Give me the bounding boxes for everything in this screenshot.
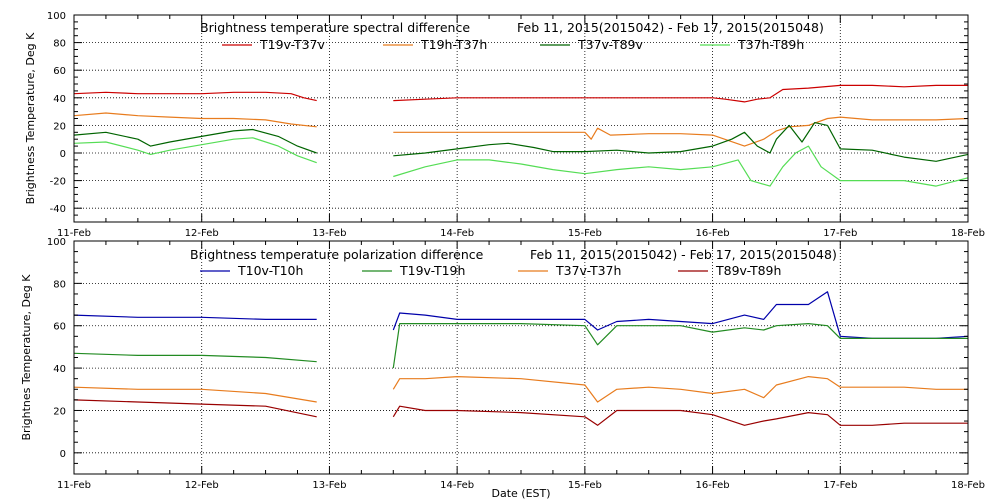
panel2-ytick-label: 100 <box>47 237 66 248</box>
panel1-ytick-label: 80 <box>53 39 66 50</box>
panel2-ylabel: Brightnes Temperature, Deg K <box>20 274 33 441</box>
panel1-series-2-line <box>73 112 317 128</box>
panel1-series-4-line <box>393 145 969 187</box>
panel2-axes-frame <box>73 240 969 475</box>
panel1-subtitle: Feb 11, 2015(2015042) - Feb 17, 2015(201… <box>517 20 824 35</box>
panel1-series-3-line <box>73 128 317 154</box>
panel2-series-2-line <box>73 352 317 363</box>
panel1-ytick-label: 40 <box>53 94 66 105</box>
panel1-legend-label-4: T37h-T89h <box>737 37 804 52</box>
panel1-xtick-label: 18-Feb <box>951 228 985 239</box>
panel1-series-4-line <box>73 137 317 164</box>
panel2-xtick-label: 14-Feb <box>440 480 474 491</box>
panel2-ytick-label: 60 <box>53 322 66 333</box>
panel2-xtick-label: 12-Feb <box>185 480 219 491</box>
panel2-xtick-label: 17-Feb <box>823 480 857 491</box>
panel1-xtick-label: 17-Feb <box>823 228 857 239</box>
panel1-ytick-label: 20 <box>53 121 66 132</box>
panel2-series-2-line <box>392 323 968 369</box>
panel1-legend-label-1: T19v-T37v <box>259 37 326 52</box>
panel2-xtick-label: 16-Feb <box>696 480 730 491</box>
panel2-ytick-label: 20 <box>53 406 66 417</box>
panel1-series-1-line <box>393 84 968 103</box>
panel2-ytick-label: 80 <box>53 279 66 290</box>
panel2-title: Brightness temperature polarization diff… <box>190 247 484 262</box>
panel2-xtick-label: 15-Feb <box>568 480 602 491</box>
panel1-xtick-label: 13-Feb <box>312 228 346 239</box>
panel2-series-4-line <box>73 399 317 418</box>
panel1-ytick-label: -20 <box>50 177 66 188</box>
panel2-subtitle: Feb 11, 2015(2015042) - Feb 17, 2015(201… <box>530 247 837 262</box>
panel2-series-1-line <box>392 291 969 339</box>
panel1-ytick-label: -40 <box>50 204 66 215</box>
panel2-series-3-line <box>73 386 317 403</box>
panel1-xtick-label: 14-Feb <box>440 228 474 239</box>
panel2-xtick-label: 18-Feb <box>951 480 985 491</box>
panel1-legend-label-2: T19h-T37h <box>420 37 487 52</box>
panel1-title: Brightness temperature spectral differen… <box>200 20 470 35</box>
panel1-xtick-label: 11-Feb <box>57 228 91 239</box>
panel2-series-3-line <box>392 376 968 403</box>
panel2-series-1-line <box>73 314 317 320</box>
panel1-ytick-label: 60 <box>53 66 66 77</box>
panel1-xtick-label: 16-Feb <box>696 228 730 239</box>
panel1-ytick-label: 100 <box>47 11 66 22</box>
panel2-xlabel: Date (EST) <box>491 487 550 500</box>
panel2-ytick-label: 0 <box>60 449 66 460</box>
panel1-series-3-line <box>393 121 969 162</box>
panel2-legend-label-3: T37v-T37h <box>555 263 621 278</box>
panel1-xtick-label: 12-Feb <box>185 228 219 239</box>
panel2-xtick-label: 11-Feb <box>57 480 91 491</box>
panel2-legend-label-1: T10v-T10h <box>237 263 303 278</box>
panel1-legend-label-3: T37v-T89v <box>577 37 644 52</box>
panel1-ytick-label: 0 <box>60 149 66 160</box>
panel1-series-1-line <box>73 91 317 102</box>
panel1-ylabel: Brightness Temperature, Deg K <box>24 32 37 204</box>
panel1-series-2-line <box>393 116 969 147</box>
panel2-legend-label-2: T19v-T19h <box>399 263 465 278</box>
panel2-ytick-label: 40 <box>53 364 66 375</box>
panel2-series-4-line <box>392 405 968 426</box>
panel1-xtick-label: 15-Feb <box>568 228 602 239</box>
panel2-xtick-label: 13-Feb <box>312 480 346 491</box>
panel2-legend-label-4: T89v-T89h <box>715 263 781 278</box>
